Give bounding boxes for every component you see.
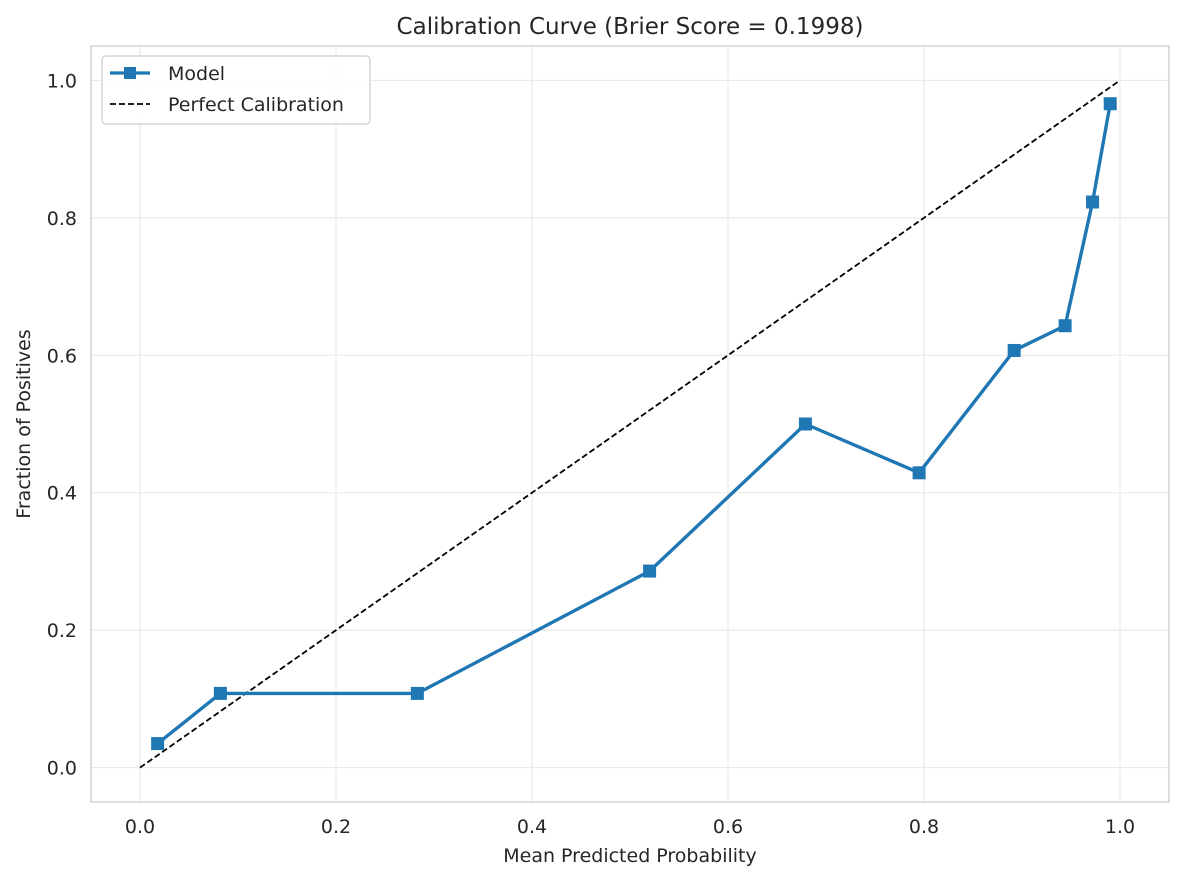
legend-model-marker bbox=[124, 67, 136, 79]
y-tick-label-1: 0.2 bbox=[47, 620, 77, 642]
series-line-model bbox=[156, 103, 1112, 745]
legend-perfect-label: Perfect Calibration bbox=[168, 94, 344, 116]
x-axis-title: Mean Predicted Probability bbox=[503, 845, 756, 867]
data-point-model-0 bbox=[151, 737, 165, 751]
x-tick-label-4: 0.8 bbox=[909, 816, 939, 838]
data-point-model-8 bbox=[1086, 195, 1100, 209]
chart-title: Calibration Curve (Brier Score = 0.1998) bbox=[397, 14, 864, 40]
x-axis-ticks: 0.0 0.2 0.4 0.6 0.8 1.0 bbox=[125, 816, 1135, 838]
data-point-model-6 bbox=[1007, 343, 1021, 357]
series-lines bbox=[139, 79, 1121, 769]
data-point-model-2 bbox=[410, 686, 424, 700]
x-tick-label-2: 0.4 bbox=[517, 816, 547, 838]
legend-model-label: Model bbox=[168, 63, 225, 85]
x-tick-label-0: 0.0 bbox=[125, 816, 155, 838]
y-tick-label-3: 0.6 bbox=[47, 345, 77, 367]
plot-area-frame bbox=[90, 45, 1170, 803]
data-point-model-9 bbox=[1103, 97, 1117, 111]
y-tick-label-4: 0.8 bbox=[47, 208, 77, 230]
y-tick-label-5: 1.0 bbox=[47, 70, 77, 92]
data-point-model-4 bbox=[798, 417, 812, 431]
series-line-perfect-calibration bbox=[139, 79, 1121, 769]
x-tick-label-1: 0.2 bbox=[321, 816, 351, 838]
data-point-model-1 bbox=[213, 686, 227, 700]
y-tick-label-2: 0.4 bbox=[47, 483, 77, 505]
legend-box bbox=[101, 55, 371, 125]
y-axis-title: Fraction of Positives bbox=[13, 329, 35, 518]
legend: Model Perfect Calibration bbox=[101, 55, 371, 125]
x-tick-label-3: 0.6 bbox=[713, 816, 743, 838]
data-point-model-5 bbox=[912, 466, 926, 480]
y-axis-ticks: 0.0 0.2 0.4 0.6 0.8 1.0 bbox=[47, 70, 77, 779]
data-point-model-7 bbox=[1058, 319, 1072, 333]
data-point-model-3 bbox=[643, 564, 657, 578]
y-tick-label-0: 0.0 bbox=[47, 758, 77, 780]
x-tick-label-5: 1.0 bbox=[1105, 816, 1135, 838]
